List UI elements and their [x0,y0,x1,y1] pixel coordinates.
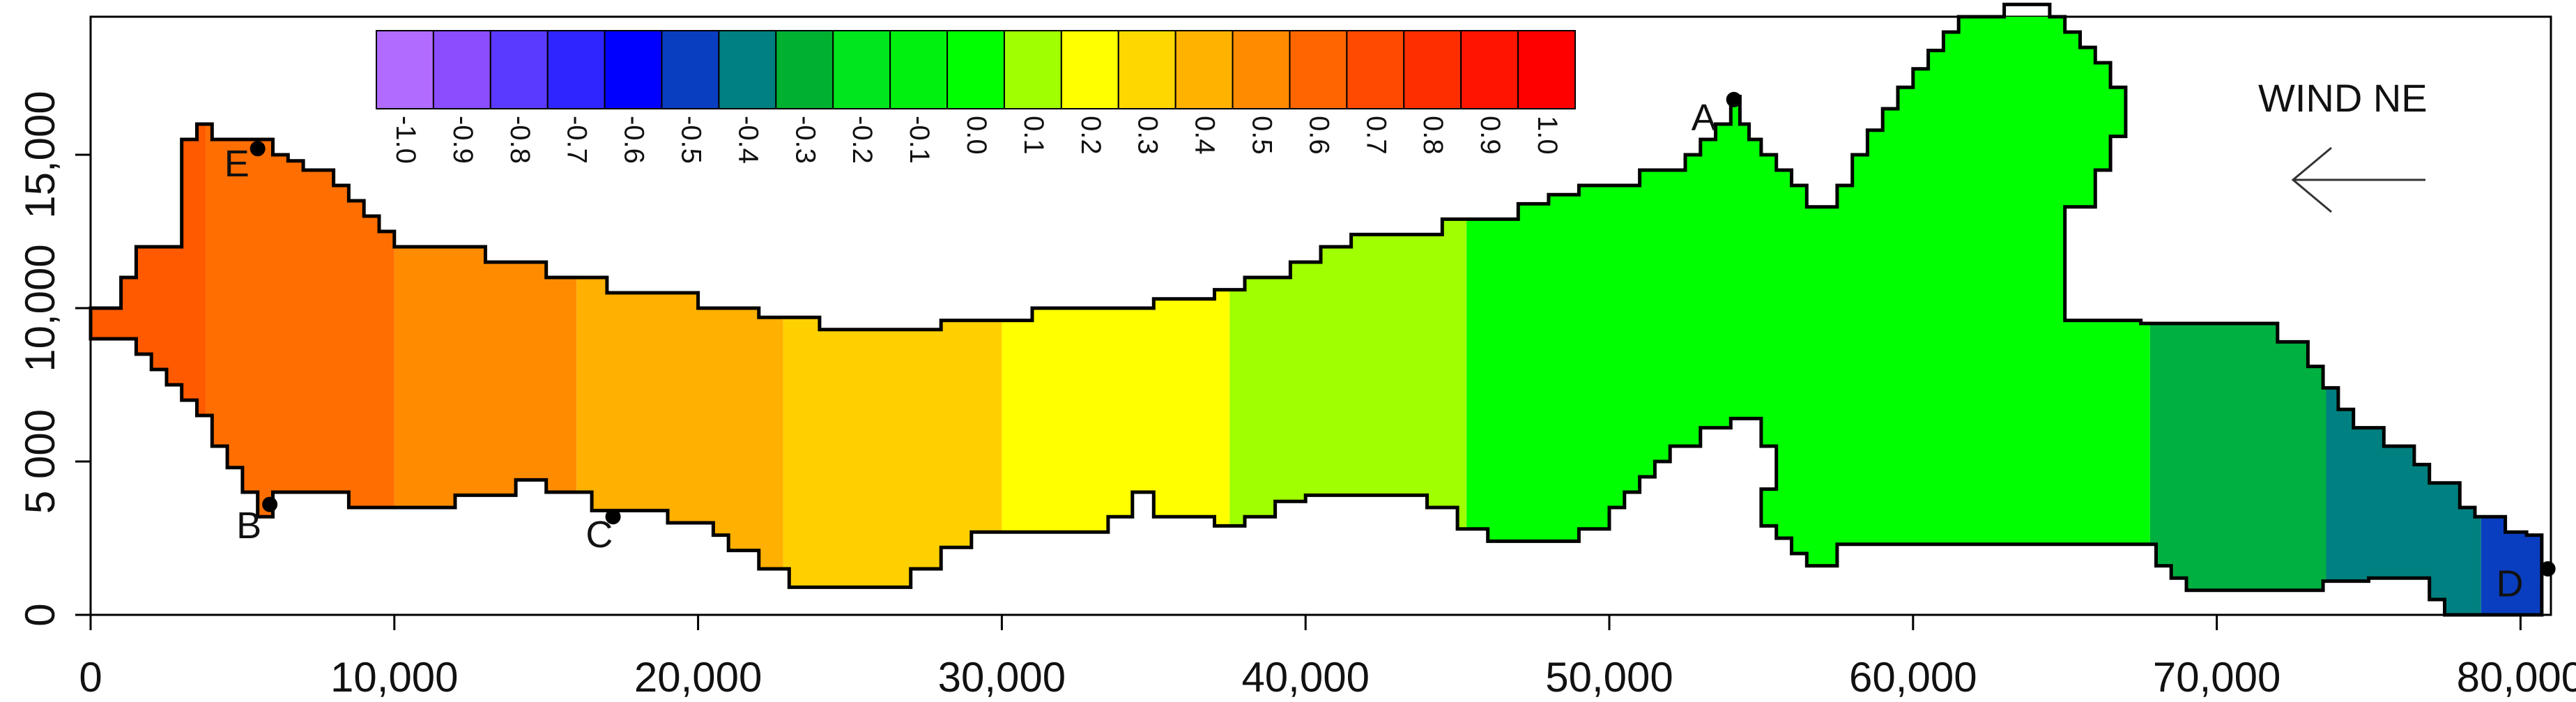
wind-arrow-icon [2291,146,2425,213]
colorbar-label: -0.8 [505,116,535,164]
colorbar-cell [718,30,777,109]
value-zone [91,17,206,615]
colorbar-cell [1232,30,1291,109]
colorbar-label: 0.5 [1247,116,1278,155]
x-tick-label: 30,000 [938,654,1066,701]
colorbar-cell [1460,30,1519,109]
colorbar-cell [661,30,720,109]
location-marker [250,141,266,157]
colorbar-label: 0.0 [961,116,992,155]
x-tick-label: 40,000 [1241,654,1370,701]
location-label: D [2497,563,2524,605]
location-label: E [224,143,250,185]
y-axis: 0 5 000 10,000 15,000 [17,91,92,627]
domain-boundary [89,2,2544,617]
colorbar-cell [489,30,549,109]
location-marker [605,509,621,525]
x-tick-label: 60,000 [1849,654,1977,701]
colorbar-label: 0.2 [1075,116,1106,155]
colorbar-cell [889,30,949,109]
x-tick-label: 50,000 [1545,654,1673,701]
colorbar-cell [1174,30,1234,109]
x-axis: 0 10,000 20,000 30,000 40,000 50,000 60,000 70,… [79,613,2576,701]
colorbar-label: -0.1 [904,116,935,164]
colorbar-label: 0.4 [1190,116,1220,155]
location-marker [262,496,278,512]
wind-annotation: WIND NE [2258,76,2428,213]
location-label: B [236,505,261,547]
colorbar-label: -0.6 [619,116,650,164]
colorbar-cell [432,30,491,109]
colorbar-cell [1060,30,1119,109]
colorbar-cell [832,30,891,109]
colorbar-cell [376,30,434,109]
colorbar-label: -0.5 [675,116,706,164]
colorbar-label: -0.7 [562,116,592,164]
colorbar-label: 0.3 [1133,116,1163,155]
y-tick-label: 10,000 [17,244,63,372]
colorbar-label: 0.1 [1018,116,1049,155]
x-tick-label: 10,000 [330,654,459,701]
wind-label: WIND NE [2258,76,2428,120]
colorbar-label: 1.0 [1532,116,1563,155]
colorbar-legend: -1.0 -0.9 -0.8 -0.7 -0.6 -0.5 -0.4 -0.3 -0.2 -0.1… [376,30,1576,164]
colorbar-cell [1289,30,1348,109]
colorbar-label: -0.3 [790,116,820,164]
x-tick-label: 80,000 [2457,654,2576,701]
colorbar-cell [604,30,663,109]
colorbar-label: -0.9 [447,116,478,164]
colorbar-label: 0.9 [1475,116,1505,155]
colorbar-cell [1346,30,1405,109]
location-label: A [1692,97,1717,139]
y-tick-label: 0 [17,603,63,626]
colorbar-label: -1.0 [390,116,421,164]
x-tick-label: 20,000 [634,654,762,701]
colorbar-cell [546,30,606,109]
value-zone [206,17,394,615]
colorbar-cell [1117,30,1176,109]
y-tick-label: 15,000 [17,91,63,219]
colorbar-cell [1003,30,1062,109]
colorbar-label: 0.7 [1360,116,1391,155]
colorbar-label: -0.4 [733,116,763,164]
colorbar-label: -0.2 [847,116,877,164]
location-points: A B C D E [224,91,2556,605]
colorbar-cell [775,30,834,109]
x-tick-label: 0 [79,654,102,701]
colorbar-label: 0.8 [1418,116,1448,155]
colorbar-cell [1403,30,1462,109]
location-marker [2540,561,2556,577]
location-label: C [585,514,613,556]
colorbar-label: 0.6 [1303,116,1334,155]
colorbar-cell [946,30,1005,109]
colorbar-cell [1517,30,1576,109]
y-tick-label: 5 000 [17,409,63,514]
value-zone [2481,17,2542,615]
location-marker [1726,91,1742,107]
x-tick-label: 70,000 [2153,654,2281,701]
